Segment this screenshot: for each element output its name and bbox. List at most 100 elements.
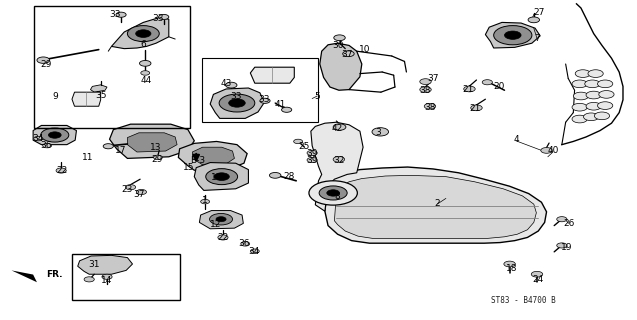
Circle shape [216,217,226,222]
Circle shape [572,80,587,88]
Text: 38: 38 [424,103,436,112]
Text: 36: 36 [41,141,52,150]
Polygon shape [127,133,177,152]
Circle shape [307,150,317,156]
Circle shape [588,70,603,77]
Polygon shape [320,43,362,90]
Circle shape [541,148,552,153]
Circle shape [598,80,613,88]
Circle shape [573,92,589,100]
Circle shape [557,217,567,222]
Text: 36: 36 [238,239,250,248]
Circle shape [572,103,587,111]
Text: 1: 1 [202,196,208,205]
Circle shape [572,115,587,123]
Circle shape [201,199,210,204]
Text: 33: 33 [109,10,120,19]
Text: 9: 9 [52,92,59,100]
Polygon shape [78,255,132,274]
Text: 33: 33 [152,14,164,23]
Circle shape [420,87,431,92]
Text: 7: 7 [534,34,540,43]
Circle shape [471,105,482,111]
Text: 26: 26 [563,219,575,228]
Circle shape [494,26,532,45]
Polygon shape [194,163,248,190]
Bar [72,254,180,300]
Circle shape [241,242,250,246]
Circle shape [531,271,543,277]
Bar [34,6,190,128]
Circle shape [333,156,345,162]
Text: 8: 8 [334,192,341,201]
Text: 11: 11 [82,153,93,162]
Polygon shape [90,85,107,92]
Text: 31: 31 [89,260,100,269]
Text: 24: 24 [533,275,544,284]
Circle shape [333,124,346,130]
Circle shape [206,169,238,185]
Circle shape [319,186,347,200]
Text: 4: 4 [513,135,519,144]
Text: 29: 29 [152,155,163,164]
Text: 40: 40 [547,146,559,155]
Circle shape [343,51,354,57]
Circle shape [34,136,43,141]
Polygon shape [11,270,37,282]
Text: 5: 5 [314,92,320,100]
Circle shape [103,144,113,149]
Text: B-3: B-3 [190,156,205,165]
Polygon shape [250,67,294,83]
Text: 6: 6 [140,40,147,49]
Text: 12: 12 [210,220,221,229]
Polygon shape [111,18,169,49]
Text: 2: 2 [435,199,440,208]
Circle shape [504,261,515,267]
Circle shape [307,157,317,163]
Text: 22: 22 [217,233,229,242]
Polygon shape [72,92,101,106]
Text: 21: 21 [462,85,474,94]
Text: 10: 10 [359,45,371,54]
Circle shape [575,70,590,77]
Text: 28: 28 [283,172,294,181]
Text: 44: 44 [141,76,152,85]
Text: 19: 19 [561,244,573,252]
Circle shape [56,168,66,173]
Text: 43: 43 [220,79,232,88]
Text: 30: 30 [332,41,343,50]
Circle shape [557,243,567,248]
Circle shape [136,30,151,37]
Text: 29: 29 [41,60,52,68]
Circle shape [48,132,61,138]
Circle shape [140,60,151,66]
Circle shape [420,79,431,84]
Polygon shape [110,124,194,158]
Text: 39: 39 [306,156,318,165]
Circle shape [229,99,245,107]
Text: 37: 37 [341,50,353,59]
Circle shape [585,80,600,88]
Text: 17: 17 [115,146,127,155]
Text: 14: 14 [101,276,113,285]
Circle shape [127,26,159,42]
Text: 13: 13 [150,143,162,152]
Text: 42: 42 [332,124,343,132]
Text: 18: 18 [506,264,517,273]
Polygon shape [325,167,547,243]
Text: 37: 37 [133,190,145,199]
Text: 27: 27 [534,8,545,17]
Circle shape [43,143,52,148]
Circle shape [84,277,94,282]
Text: 20: 20 [493,82,505,91]
Text: 32: 32 [333,156,345,164]
Circle shape [214,173,229,180]
Text: 41: 41 [275,100,286,109]
Text: 15: 15 [183,163,195,172]
Text: 22: 22 [56,166,68,175]
Circle shape [269,172,281,178]
Circle shape [594,112,610,120]
Circle shape [294,139,303,144]
Bar [202,58,318,122]
Circle shape [250,249,259,253]
